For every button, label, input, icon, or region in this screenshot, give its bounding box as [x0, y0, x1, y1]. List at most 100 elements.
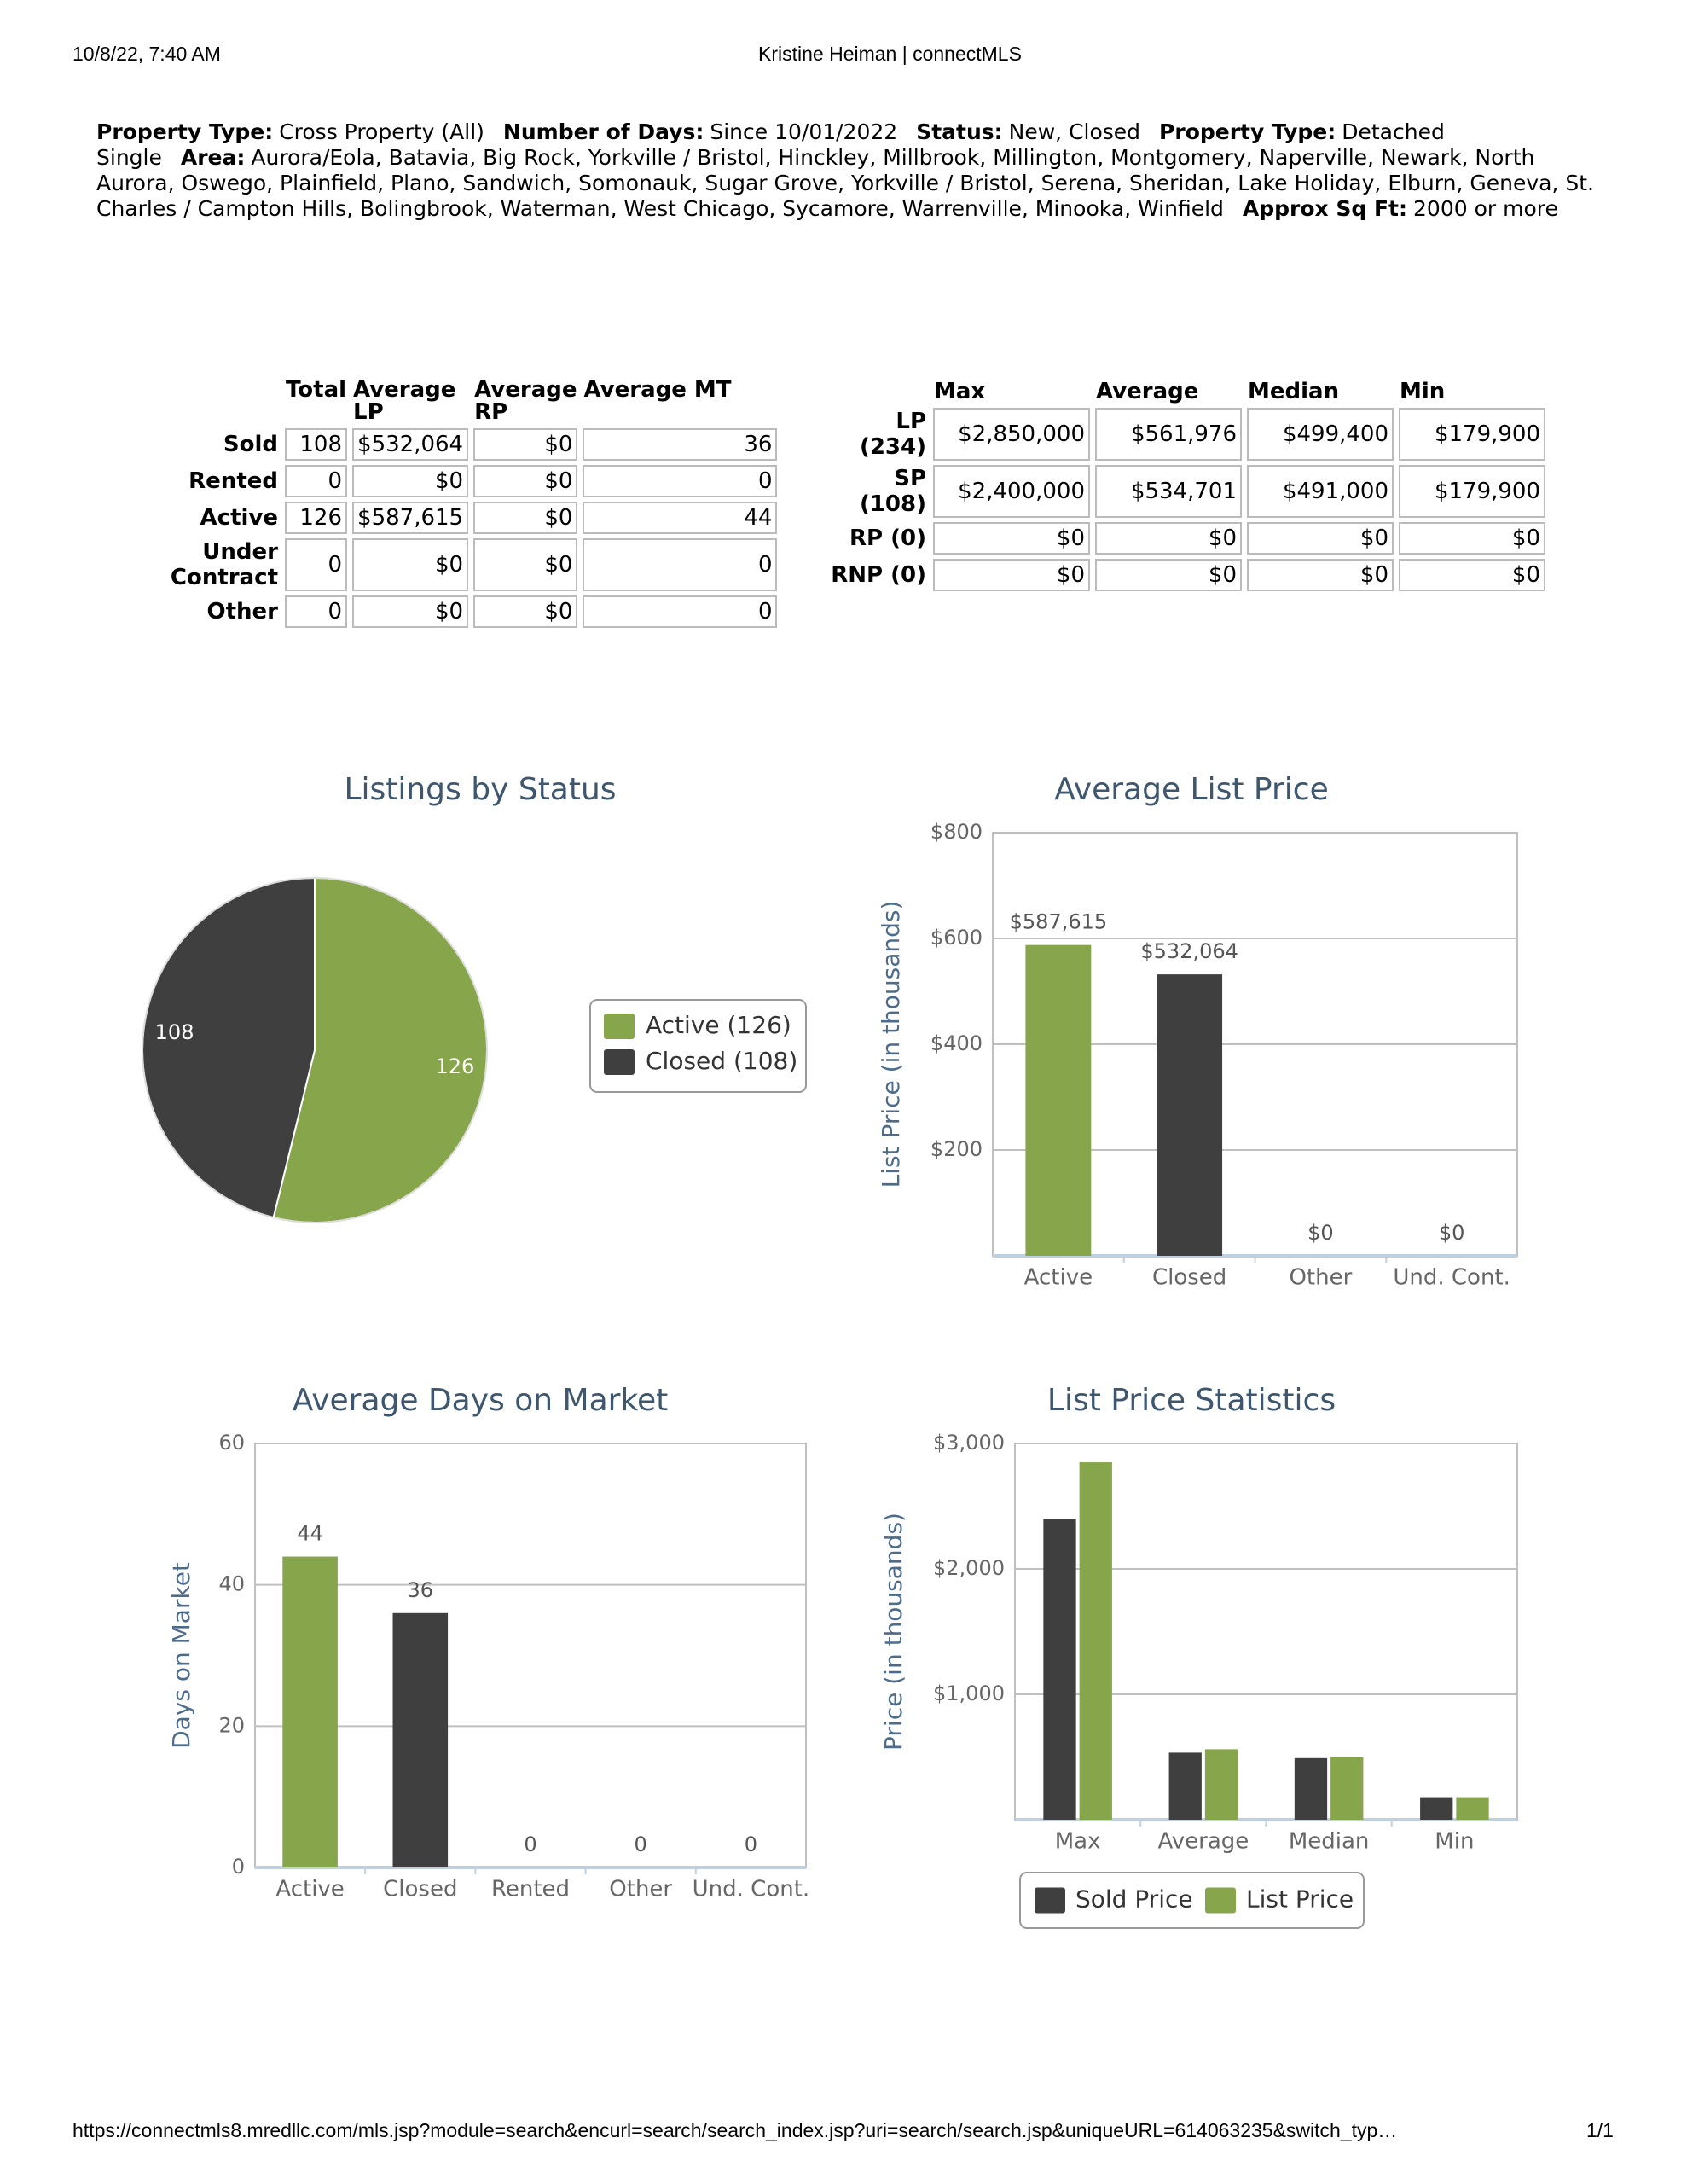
- row-label: Sold: [223, 432, 278, 457]
- table-cell: $532,064: [352, 428, 469, 461]
- table-cell: $587,615: [352, 502, 469, 534]
- table-cell: 0: [583, 465, 778, 497]
- x-tick-label: Active: [275, 1877, 344, 1902]
- legend-label: Active (126): [646, 1011, 791, 1039]
- value-label: 0: [524, 1833, 536, 1856]
- price-table: Max Average Median Min LP (234) $2,850,000 $56…: [819, 375, 1551, 595]
- table-cell: $0: [1247, 522, 1394, 555]
- y-tick-label: 0: [232, 1855, 245, 1879]
- y-tick-label: 40: [218, 1572, 245, 1596]
- table-row: RNP (0) $0 $0 $0 $0: [824, 559, 1545, 591]
- row-label: Other: [206, 599, 279, 624]
- x-tick-label: Closed: [1152, 1265, 1226, 1291]
- table-cell: 108: [285, 428, 348, 461]
- column-header: Average: [1096, 379, 1199, 404]
- column-header: Min: [1400, 379, 1446, 404]
- table-cell: $0: [933, 522, 1090, 555]
- table-cell: $0: [473, 465, 578, 497]
- table-row: Rented 0 $0 $0 0: [95, 465, 778, 497]
- table-cell: $0: [1247, 559, 1394, 591]
- table-cell: $491,000: [1247, 465, 1394, 518]
- criteria-value: Aurora/Eola, Batavia, Big Rock, Yorkvill…: [96, 145, 1594, 221]
- table-row: LP (234) $2,850,000 $561,976 $499,400 $179,9…: [824, 408, 1545, 461]
- print-title: Kristine Heiman | connectMLS: [758, 43, 1022, 65]
- chart-title: Average List Price: [1054, 772, 1328, 807]
- row-label: Active: [200, 505, 278, 531]
- table-cell: $0: [1095, 522, 1242, 555]
- row-label: Under Contract: [170, 539, 278, 590]
- y-tick-label: $2,000: [933, 1556, 1005, 1580]
- table-cell: $179,900: [1399, 465, 1545, 518]
- x-tick-label: Max: [1055, 1829, 1101, 1855]
- x-tick-label: Und. Cont.: [1393, 1265, 1510, 1291]
- y-axis-title: Price (in thousands): [879, 1513, 907, 1751]
- table-row: Sold 108 $532,064 $0 36: [95, 428, 778, 461]
- criteria-value: New, Closed: [1008, 119, 1141, 144]
- table-cell: $534,701: [1095, 465, 1242, 518]
- page-number: 1/1: [1586, 2119, 1614, 2141]
- header-row: Max Average Median Min: [824, 380, 1545, 404]
- criteria-value: 2000 or more: [1413, 196, 1558, 221]
- table-cell: $0: [473, 502, 578, 534]
- value-label: 0: [745, 1833, 757, 1856]
- row-label: RNP (0): [831, 562, 926, 588]
- criteria-label: Status:: [916, 119, 1003, 144]
- y-tick-label: $400: [930, 1031, 983, 1055]
- criteria-label: Area:: [180, 145, 246, 170]
- y-tick-label: 20: [218, 1713, 245, 1737]
- row-label: Rented: [188, 468, 278, 494]
- table-cell: $179,900: [1399, 408, 1545, 461]
- value-label: 36: [408, 1578, 434, 1602]
- column-header: Total: [286, 377, 347, 403]
- x-tick-label: Active: [1024, 1265, 1093, 1291]
- table-cell: 0: [583, 538, 778, 591]
- legend-label: List Price: [1246, 1885, 1354, 1914]
- x-tick-label: Rented: [491, 1877, 570, 1902]
- table-cell: $0: [933, 559, 1090, 591]
- table-cell: $0: [1399, 559, 1545, 591]
- y-tick-label: 60: [218, 1431, 245, 1455]
- bar: [1168, 1752, 1202, 1820]
- legend-swatch: [1035, 1887, 1065, 1914]
- pie-label: 108: [155, 1020, 194, 1044]
- x-tick-label: Closed: [383, 1877, 457, 1902]
- legend-swatch: [1205, 1887, 1236, 1914]
- x-tick-label: Min: [1435, 1829, 1474, 1855]
- column-header: Average RP: [474, 377, 577, 425]
- y-axis-title: List Price (in thousands): [877, 901, 905, 1188]
- table-cell: 44: [583, 502, 778, 534]
- bar: [392, 1612, 449, 1867]
- legend-label: Closed (108): [646, 1047, 797, 1075]
- legend-swatch: [604, 1014, 635, 1039]
- pie-label: 126: [436, 1054, 475, 1078]
- y-tick-label: $800: [930, 820, 983, 844]
- bar: [1025, 944, 1092, 1256]
- pie-outline: [142, 877, 488, 1223]
- row-label: SP (108): [859, 466, 926, 517]
- table-row: Active 126 $587,615 $0 44: [95, 502, 778, 534]
- table-cell: 0: [285, 595, 348, 628]
- y-tick-label: $600: [930, 926, 983, 950]
- column-header: Median: [1248, 379, 1340, 404]
- x-tick-label: Other: [1289, 1265, 1352, 1291]
- criteria-value: Since 10/01/2022: [710, 119, 898, 144]
- legend-box: [1019, 1872, 1365, 1929]
- table-cell: $0: [1095, 559, 1242, 591]
- y-tick-label: $1,000: [933, 1682, 1005, 1705]
- column-header: Max: [934, 379, 986, 404]
- criteria-value: Detached Single: [96, 119, 1445, 170]
- bar: [282, 1556, 338, 1867]
- table-row: Other 0 $0 $0 0: [95, 595, 778, 628]
- table-cell: $0: [473, 595, 578, 628]
- table-cell: $0: [473, 428, 578, 461]
- table-cell: 126: [285, 502, 348, 534]
- table-cell: $499,400: [1247, 408, 1394, 461]
- criteria-label: Property Type:: [1159, 119, 1336, 144]
- bar: [1456, 1797, 1489, 1820]
- table-cell: 0: [583, 595, 778, 628]
- x-tick-label: Other: [609, 1877, 672, 1902]
- table-row: SP (108) $2,400,000 $534,701 $491,000 $179,9…: [824, 465, 1545, 518]
- value-label: $0: [1307, 1221, 1334, 1245]
